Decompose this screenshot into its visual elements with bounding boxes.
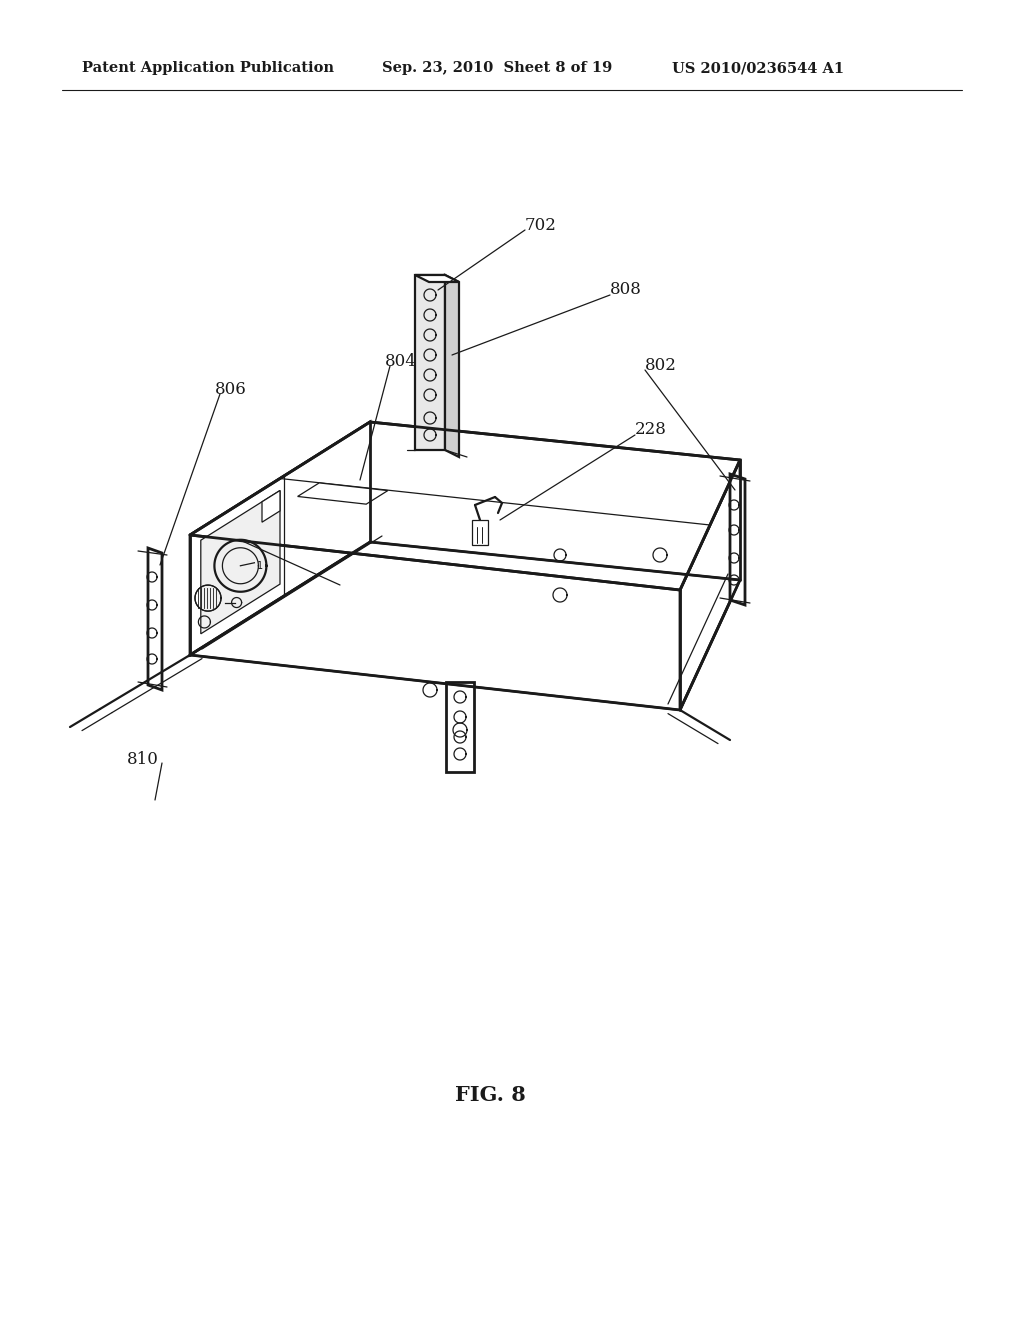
Polygon shape bbox=[201, 491, 280, 634]
Text: 702: 702 bbox=[525, 216, 557, 234]
Text: Patent Application Publication: Patent Application Publication bbox=[82, 61, 334, 75]
Polygon shape bbox=[190, 422, 740, 590]
Text: FIG. 8: FIG. 8 bbox=[455, 1085, 525, 1105]
Text: 804: 804 bbox=[385, 354, 417, 371]
Polygon shape bbox=[472, 520, 488, 545]
Text: 228: 228 bbox=[635, 421, 667, 438]
Polygon shape bbox=[415, 275, 459, 282]
Text: 808: 808 bbox=[610, 281, 642, 298]
Polygon shape bbox=[446, 682, 474, 772]
Polygon shape bbox=[415, 275, 445, 450]
Polygon shape bbox=[190, 422, 370, 655]
Polygon shape bbox=[730, 474, 745, 605]
Text: 1: 1 bbox=[257, 561, 263, 570]
Polygon shape bbox=[680, 459, 740, 710]
Polygon shape bbox=[262, 491, 280, 523]
Polygon shape bbox=[148, 548, 162, 690]
Text: 802: 802 bbox=[645, 356, 677, 374]
Polygon shape bbox=[195, 585, 221, 611]
Text: 810: 810 bbox=[127, 751, 159, 768]
Text: Sep. 23, 2010  Sheet 8 of 19: Sep. 23, 2010 Sheet 8 of 19 bbox=[382, 61, 612, 75]
Polygon shape bbox=[298, 483, 388, 504]
Polygon shape bbox=[445, 275, 459, 457]
Text: 806: 806 bbox=[215, 381, 247, 399]
Polygon shape bbox=[214, 540, 266, 591]
Text: US 2010/0236544 A1: US 2010/0236544 A1 bbox=[672, 61, 844, 75]
